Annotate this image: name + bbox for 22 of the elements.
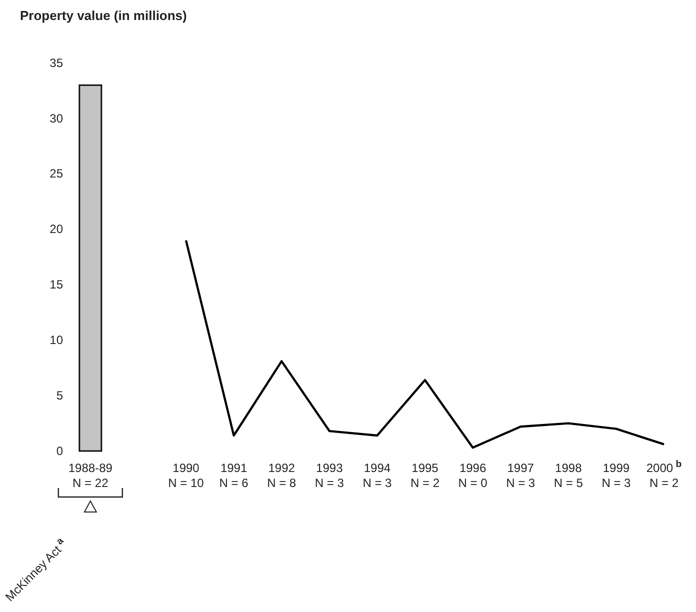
y-tick-label: 25 [50,166,64,181]
y-tick-label: 5 [56,388,64,402]
x-tick-label: 1995 N = 2 [410,461,440,490]
y-tick-label: 0 [56,444,64,458]
line-series [184,239,666,449]
x-tick-label: 1999 N = 3 [602,461,632,490]
x-tick-label: 1992 N = 8 [267,461,296,490]
x-tick-label: 1988-89 N = 22 [68,461,113,490]
y-tick-label: 10 [50,332,64,347]
x-tick-label: 1998 N = 5 [554,461,584,490]
x-tick-label: 1994 N = 3 [362,461,392,490]
x-tick-label: 1990 N = 10 [168,461,204,490]
x-tick-label: 1996 N = 0 [458,461,488,490]
y-tick-label: 15 [50,278,64,292]
x-tick-label: 1993 N = 3 [314,461,344,490]
x-tick-label: 1991 N = 6 [219,461,249,490]
y-tick-label: 20 [50,222,64,236]
x-tick-label: 2000$^{b}$ N = 2 [646,458,682,490]
x-tick-label: 1997 N = 3 [506,461,536,490]
y-tick-label: 30 [50,111,64,126]
y-tick-label: 35 [50,56,64,70]
y-axis-title: Property value (in millions) [20,8,187,23]
